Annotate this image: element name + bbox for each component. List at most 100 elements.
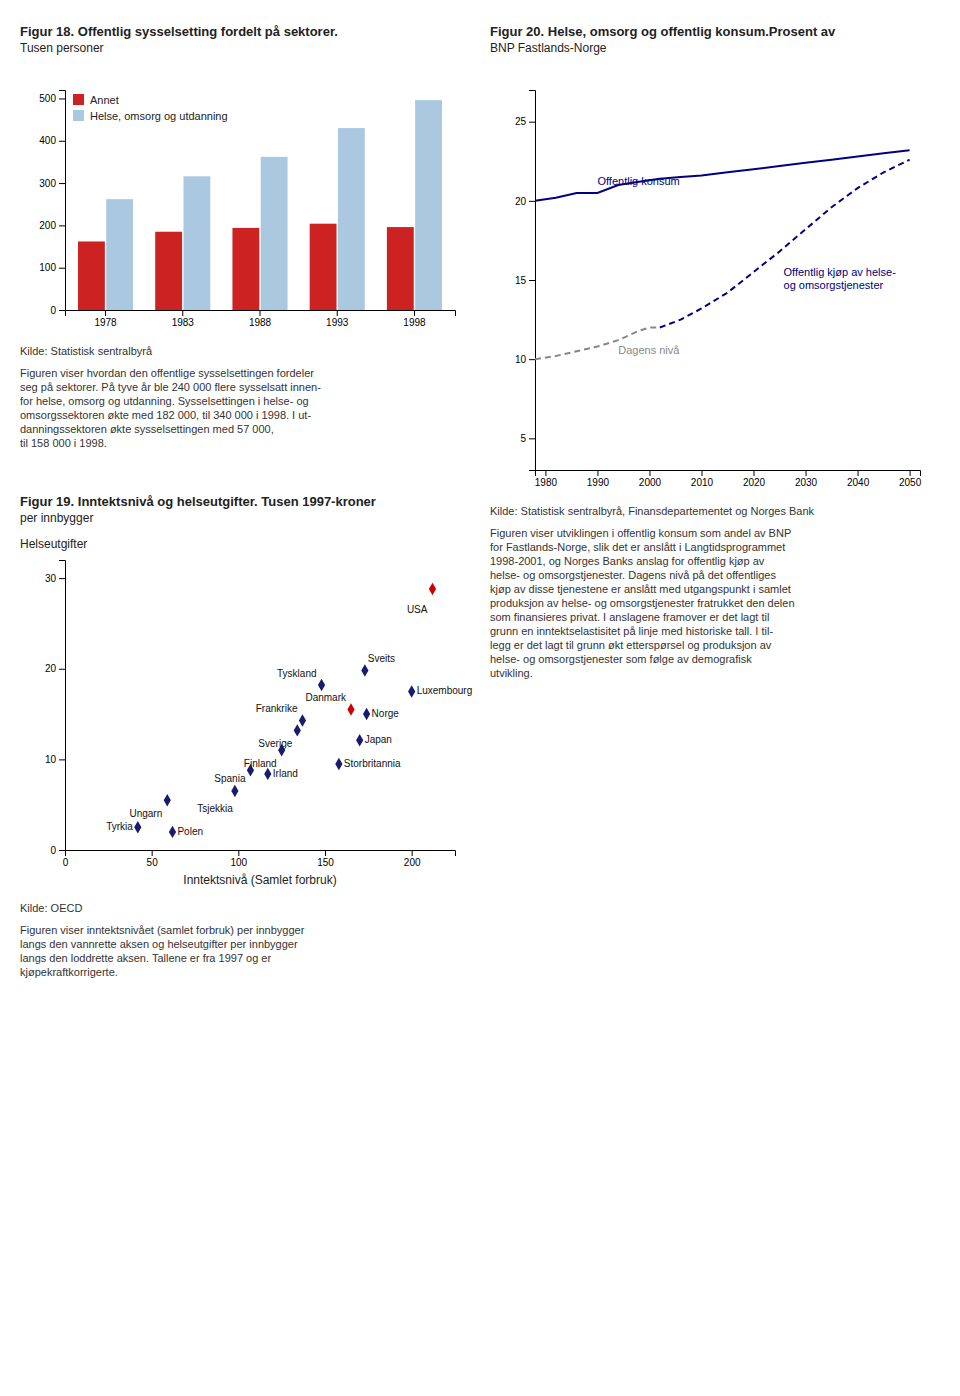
- tick-mark: [59, 225, 65, 226]
- tick: 200: [404, 850, 421, 868]
- page: Figur 18. Offentlig sysselsetting fordel…: [0, 0, 960, 1396]
- tick-mark: [59, 268, 65, 269]
- source-line: Kilde: OECD: [20, 902, 82, 914]
- legend-item: Helse, omsorg og utdanning: [73, 110, 228, 122]
- tick: 2010: [691, 470, 714, 488]
- tick-label: 200: [39, 220, 56, 231]
- tick: 0: [50, 845, 65, 856]
- point-label: Spania: [214, 773, 246, 784]
- caption-line: danningssektoren økte sysselsettingen me…: [20, 423, 274, 435]
- tick: 100: [39, 262, 65, 273]
- tick: 25: [515, 116, 535, 127]
- legend-item: Annet: [73, 94, 119, 106]
- tick-mark: [65, 850, 66, 856]
- point: [169, 826, 176, 838]
- chart-title: Figur 19. Inntektsnivå og helseutgifter.…: [20, 494, 376, 509]
- point-label: Sveits: [368, 653, 395, 664]
- tick: 100: [230, 850, 247, 868]
- tick-label: 5: [520, 433, 526, 444]
- tick: 1988: [249, 310, 272, 328]
- tick: 1980: [535, 470, 558, 488]
- point-label: Tsjekkia: [197, 803, 233, 814]
- tick-mark: [152, 850, 153, 856]
- bar: [338, 128, 365, 310]
- tick-label: 500: [39, 93, 56, 104]
- tick-label: 10: [45, 754, 57, 765]
- point-labels: USASveitsLuxembourgTysklandDanmarkNorgeF…: [106, 604, 472, 836]
- tick: 2000: [639, 470, 662, 488]
- tick-mark: [59, 759, 65, 760]
- point-label: Finland: [244, 758, 277, 769]
- tick: 2040: [847, 470, 870, 488]
- caption-line: langs den vannrette aksen og helseutgift…: [20, 938, 298, 950]
- plot: 0102030050100150200HelseutgifterInntekts…: [20, 537, 472, 887]
- tick-mark: [529, 438, 535, 439]
- series-label-line: Offentlig kjøp av helse-: [784, 266, 897, 278]
- tick-mark: [59, 141, 65, 142]
- point-label: USA: [407, 604, 428, 615]
- point: [408, 685, 415, 697]
- point: [429, 583, 436, 595]
- bar: [261, 157, 288, 310]
- tick-label: 100: [39, 262, 56, 273]
- chart-subtitle: Tusen personer: [20, 41, 104, 55]
- tick-mark: [545, 470, 546, 476]
- plot: 010020030040050019781983198819931998Anne…: [39, 91, 455, 329]
- chart-title: Figur 18. Offentlig sysselsetting fordel…: [20, 24, 338, 39]
- tick-label: 1980: [535, 477, 558, 488]
- source: Kilde: Statistisk sentralbyrå: [20, 345, 153, 357]
- point-label: Frankrike: [256, 703, 298, 714]
- tick-label: 150: [317, 857, 334, 868]
- point: [294, 724, 301, 736]
- point: [231, 785, 238, 797]
- chart-title-line: Figur 18. Offentlig sysselsetting fordel…: [20, 24, 338, 39]
- caption: Figuren viser inntektsnivået (samlet for…: [20, 924, 305, 978]
- point-label: Norge: [372, 708, 400, 719]
- point-label: Danmark: [305, 692, 347, 703]
- point: [264, 768, 271, 780]
- tick-label: 200: [404, 857, 421, 868]
- tick: 20: [515, 196, 535, 207]
- tick-label: 30: [45, 573, 57, 584]
- tick: 2020: [743, 470, 766, 488]
- tick-label: 1978: [94, 317, 117, 328]
- axis-line: [66, 851, 456, 857]
- caption-line: kjøp av disse tjenestene er anslått med …: [490, 583, 791, 595]
- point-label: Sverige: [258, 738, 292, 749]
- series-label-line: og omsorgstjenester: [784, 279, 884, 291]
- tick-label: 2020: [743, 477, 766, 488]
- tick-mark: [238, 850, 239, 856]
- chart-subtitle-line: BNP Fastlands-Norge: [490, 41, 607, 55]
- tick: 5: [520, 433, 535, 444]
- chart-subtitle-line: Tusen personer: [20, 41, 104, 55]
- tick-label: 100: [230, 857, 247, 868]
- source-line: Kilde: Statistisk sentralbyrå, Finansdep…: [490, 505, 815, 517]
- tick-mark: [597, 470, 598, 476]
- caption: Figuren viser utviklingen i offentlig ko…: [490, 527, 795, 679]
- legend-label: Annet: [90, 94, 119, 106]
- tick-mark: [529, 359, 535, 360]
- tick: 1983: [172, 310, 195, 328]
- tick-label: 2050: [899, 477, 922, 488]
- tick-label: 1998: [403, 317, 426, 328]
- tick-mark: [529, 201, 535, 202]
- caption-line: langs den loddrette aksen. Tallene er fr…: [20, 952, 271, 964]
- bar: [310, 224, 337, 310]
- tick: 2050: [899, 470, 922, 488]
- tick: 1978: [94, 310, 117, 328]
- tick-mark: [59, 310, 65, 311]
- chart-subtitle: per innbygger: [20, 511, 93, 525]
- point-label: Storbritannia: [344, 758, 401, 769]
- axis: 19801990200020102020203020402050: [535, 470, 922, 488]
- caption-line: utvikling.: [490, 667, 533, 679]
- tick-mark: [806, 470, 807, 476]
- tick: 15: [515, 275, 535, 286]
- caption-line: helse- og omsorgstjenester som følge av …: [490, 653, 752, 665]
- axis-line: [529, 91, 536, 471]
- tick-label: 0: [63, 857, 69, 868]
- axis: 19781983198819931998: [66, 310, 456, 328]
- tick-mark: [337, 310, 338, 316]
- bar: [232, 228, 259, 310]
- tick-label: 2040: [847, 477, 870, 488]
- tick: 150: [317, 850, 334, 868]
